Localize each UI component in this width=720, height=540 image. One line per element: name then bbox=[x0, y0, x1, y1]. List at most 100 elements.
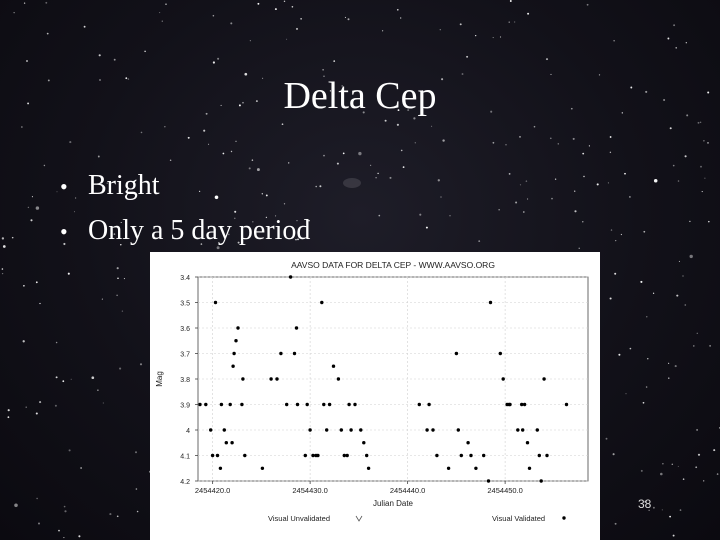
star-icon bbox=[684, 304, 687, 306]
x-tick-label: 2454440.0 bbox=[390, 486, 425, 495]
star-icon bbox=[533, 125, 536, 128]
star-icon bbox=[56, 191, 58, 193]
star-icon bbox=[283, 0, 286, 3]
star-icon bbox=[139, 363, 143, 366]
y-tick-label: 4 bbox=[186, 428, 190, 435]
star-icon bbox=[296, 219, 298, 222]
star-icon bbox=[652, 506, 655, 509]
star-icon bbox=[672, 164, 675, 167]
legend-marker-validated-icon bbox=[562, 516, 566, 520]
star-icon bbox=[421, 90, 424, 92]
bullet-icon: • bbox=[60, 174, 68, 199]
star-icon bbox=[519, 136, 521, 138]
data-point bbox=[539, 479, 543, 483]
data-point bbox=[322, 402, 326, 407]
star-icon bbox=[244, 72, 248, 76]
star-icon bbox=[26, 60, 28, 62]
star-icon bbox=[668, 377, 670, 379]
star-icon bbox=[43, 164, 46, 167]
star-icon bbox=[121, 310, 124, 312]
star-icon bbox=[490, 110, 493, 113]
data-point bbox=[498, 351, 502, 356]
star-icon bbox=[375, 177, 377, 179]
star-icon bbox=[140, 179, 143, 183]
star-icon bbox=[703, 139, 705, 142]
star-icon bbox=[425, 226, 428, 229]
star-icon bbox=[187, 136, 190, 139]
star-icon bbox=[64, 510, 67, 513]
star-icon bbox=[238, 104, 241, 107]
star-icon bbox=[554, 178, 557, 180]
star-icon bbox=[300, 18, 302, 20]
star-icon bbox=[275, 215, 277, 217]
star-icon bbox=[508, 173, 511, 175]
star-icon bbox=[220, 104, 222, 106]
star-icon bbox=[525, 180, 528, 182]
data-point bbox=[527, 466, 532, 470]
star-icon bbox=[249, 40, 251, 42]
data-point bbox=[285, 402, 289, 407]
data-point bbox=[366, 466, 371, 470]
star-icon bbox=[407, 109, 410, 112]
star-icon bbox=[642, 401, 645, 404]
star-icon bbox=[68, 449, 71, 452]
x-axis-label: Julian Date bbox=[373, 499, 414, 508]
star-icon bbox=[646, 316, 648, 318]
star-icon bbox=[459, 23, 462, 26]
star-icon bbox=[63, 505, 66, 508]
star-icon bbox=[333, 60, 336, 62]
data-point bbox=[325, 428, 329, 432]
chart-title: AAVSO DATA FOR DELTA CEP - WWW.AAVSO.ORG bbox=[291, 260, 495, 270]
star-icon bbox=[618, 353, 621, 356]
data-point bbox=[365, 453, 369, 458]
data-point bbox=[288, 275, 293, 279]
data-point bbox=[275, 377, 279, 381]
star-icon bbox=[652, 292, 655, 294]
data-point bbox=[231, 364, 235, 368]
star-icon bbox=[582, 152, 585, 155]
star-icon bbox=[614, 272, 617, 275]
star-icon bbox=[102, 402, 104, 404]
star-icon bbox=[674, 365, 677, 368]
y-tick-label: 3.9 bbox=[180, 403, 190, 410]
star-icon bbox=[522, 211, 525, 213]
star-icon bbox=[39, 401, 42, 404]
star-icon bbox=[668, 362, 670, 364]
star-icon bbox=[1, 268, 4, 270]
star-icon bbox=[466, 55, 469, 58]
data-point bbox=[431, 428, 435, 432]
data-point bbox=[260, 466, 265, 470]
star-icon bbox=[39, 302, 41, 305]
star-icon bbox=[550, 73, 552, 75]
star-icon bbox=[344, 16, 346, 18]
star-icon bbox=[35, 281, 38, 284]
star-icon bbox=[598, 74, 601, 76]
star-icon bbox=[572, 137, 575, 140]
data-point bbox=[236, 326, 240, 330]
star-icon bbox=[242, 101, 244, 104]
star-icon bbox=[625, 393, 627, 395]
star-icon bbox=[7, 416, 10, 419]
data-point bbox=[516, 428, 520, 432]
star-icon bbox=[55, 376, 58, 379]
star-icon bbox=[431, 125, 433, 127]
data-point bbox=[474, 466, 478, 470]
data-point bbox=[336, 377, 341, 381]
star-icon bbox=[169, 159, 172, 162]
star-icon bbox=[583, 175, 585, 178]
star-icon bbox=[673, 24, 676, 27]
data-point bbox=[339, 428, 343, 432]
star-icon bbox=[21, 126, 23, 128]
star-icon bbox=[498, 209, 500, 211]
data-point bbox=[243, 453, 247, 458]
star-icon bbox=[265, 216, 268, 219]
star-icon bbox=[588, 145, 590, 147]
star-icon bbox=[439, 29, 441, 31]
star-icon bbox=[73, 211, 76, 213]
data-point bbox=[219, 402, 224, 407]
star-icon bbox=[135, 488, 138, 490]
star-icon bbox=[640, 469, 643, 472]
star-icon bbox=[336, 162, 339, 165]
star-icon bbox=[46, 32, 49, 35]
star-icon bbox=[291, 5, 294, 8]
